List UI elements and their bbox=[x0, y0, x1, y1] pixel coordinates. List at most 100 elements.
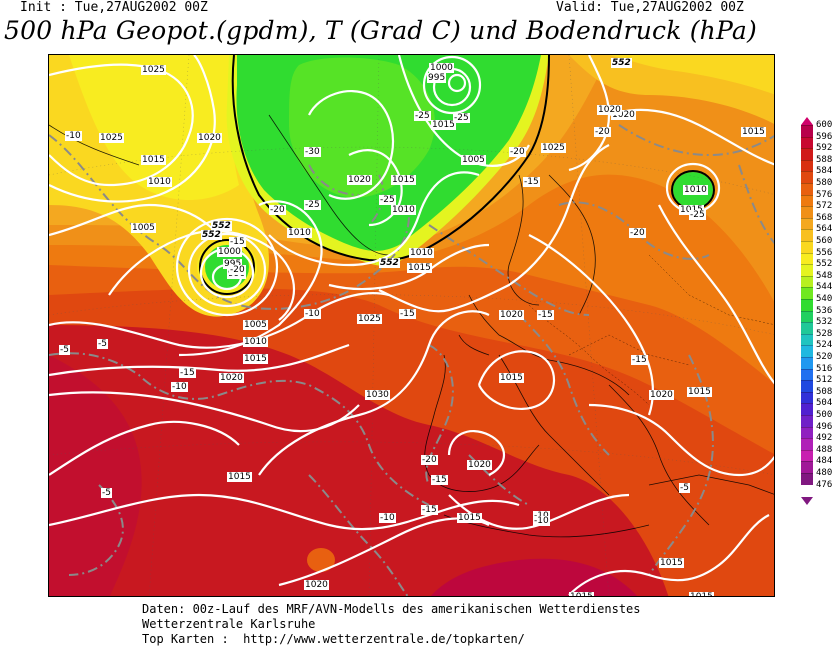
legend-swatch bbox=[801, 473, 813, 485]
legend-value: 484 bbox=[816, 456, 833, 467]
legend-swatch bbox=[801, 183, 813, 195]
legend-value: 476 bbox=[816, 479, 833, 490]
legend-value: 548 bbox=[816, 270, 833, 281]
legend-value: 596 bbox=[816, 131, 833, 142]
legend-swatch bbox=[801, 171, 813, 183]
temperature-label: -10 bbox=[65, 131, 82, 141]
temperature-label: -15 bbox=[421, 505, 438, 515]
pressure-label: 1015 bbox=[391, 175, 416, 185]
legend-value: 532 bbox=[816, 317, 833, 328]
legend-value: 584 bbox=[816, 166, 833, 177]
legend-swatch bbox=[801, 264, 813, 276]
map-label-layer: 1025102510201015101010051000995990101010… bbox=[49, 55, 774, 596]
geopotential-label: 552 bbox=[201, 230, 222, 240]
legend-swatch bbox=[801, 333, 813, 346]
pressure-label: 1010 bbox=[409, 248, 434, 258]
footer-line2: Wetterzentrale Karlsruhe bbox=[142, 617, 316, 631]
temperature-label: -15 bbox=[229, 237, 246, 247]
pressure-label: 1020 bbox=[197, 133, 222, 143]
legend-swatch bbox=[801, 322, 813, 334]
pressure-label: 1015 bbox=[141, 155, 166, 165]
legend-top-arrow bbox=[801, 117, 813, 125]
pressure-label: 1010 bbox=[287, 228, 312, 238]
legend-value: 544 bbox=[816, 282, 833, 293]
temperature-label: -25 bbox=[414, 111, 431, 121]
footer-text: Daten: 00z-Lauf des MRF/AVN-Modells des … bbox=[142, 602, 641, 647]
legend-value: 504 bbox=[816, 398, 833, 409]
pressure-label: 1020 bbox=[304, 580, 329, 590]
pressure-label: 1015 bbox=[431, 120, 456, 130]
temperature-label: -20 bbox=[229, 265, 246, 275]
pressure-label: 1015 bbox=[243, 354, 268, 364]
legend-value: 512 bbox=[816, 375, 833, 386]
pressure-label: 1010 bbox=[391, 205, 416, 215]
legend-swatch bbox=[801, 368, 813, 381]
pressure-label: 1015 bbox=[499, 373, 524, 383]
legend-value: 488 bbox=[816, 444, 833, 455]
temperature-label: -30 bbox=[304, 147, 321, 157]
pressure-label: 1010 bbox=[243, 337, 268, 347]
temperature-label: -5 bbox=[59, 345, 70, 355]
legend-swatch bbox=[801, 217, 813, 230]
temperature-label: -25 bbox=[379, 195, 396, 205]
temperature-label: -15 bbox=[431, 475, 448, 485]
map-title: 500 hPa Geopot.(gpdm), T (Grad C) und Bo… bbox=[4, 16, 757, 45]
pressure-label: 1030 bbox=[365, 390, 390, 400]
legend-swatch bbox=[801, 159, 813, 172]
pressure-label: 1015 bbox=[227, 472, 252, 482]
weather-map: 1025102510201015101010051000995990101010… bbox=[48, 54, 775, 597]
legend-swatch bbox=[801, 357, 813, 369]
legend-value: 524 bbox=[816, 340, 833, 351]
legend-swatch bbox=[801, 449, 813, 462]
legend-swatch bbox=[801, 287, 813, 299]
legend-value: 496 bbox=[816, 421, 833, 432]
legend-value: 588 bbox=[816, 154, 833, 165]
pressure-label: 1010 bbox=[147, 177, 172, 187]
legend-swatch bbox=[801, 380, 813, 392]
temperature-label: -10 bbox=[171, 382, 188, 392]
legend-value: 520 bbox=[816, 352, 833, 362]
legend-swatch bbox=[801, 461, 813, 473]
pressure-label: 995 bbox=[223, 259, 243, 269]
legend-value: 528 bbox=[816, 328, 833, 339]
legend-value: 556 bbox=[816, 247, 833, 258]
legend-swatch bbox=[801, 229, 813, 241]
temperature-label: -25 bbox=[689, 210, 706, 220]
temperature-label: -5 bbox=[97, 339, 108, 349]
legend-swatch bbox=[801, 345, 813, 357]
temperature-label: -5 bbox=[101, 488, 112, 498]
legend-swatch bbox=[801, 148, 813, 160]
legend-swatch bbox=[801, 438, 813, 450]
legend-swatch bbox=[801, 310, 813, 323]
pressure-label: 1005 bbox=[131, 223, 156, 233]
pressure-label: 1020 bbox=[347, 175, 372, 185]
legend-swatch bbox=[801, 241, 813, 253]
legend-value: 560 bbox=[816, 236, 833, 246]
legend-value: 568 bbox=[816, 212, 833, 223]
legend-value: 500 bbox=[816, 410, 833, 420]
legend-value: 508 bbox=[816, 386, 833, 397]
legend-swatch bbox=[801, 252, 813, 265]
temperature-label: -5 bbox=[679, 483, 690, 493]
temperature-label: -15 bbox=[537, 310, 554, 320]
legend-swatch bbox=[801, 391, 813, 404]
pressure-label: 1015 bbox=[687, 387, 712, 397]
legend-swatch bbox=[801, 415, 813, 427]
temperature-label: -20 bbox=[269, 205, 286, 215]
temperature-label: -25 bbox=[453, 113, 470, 123]
legend-value: 480 bbox=[816, 468, 833, 478]
temperature-label: -15 bbox=[631, 355, 648, 365]
pressure-label: 1015 bbox=[407, 263, 432, 273]
pressure-label: 1000 bbox=[217, 247, 242, 257]
legend-swatch bbox=[801, 426, 813, 439]
legend-value: 552 bbox=[816, 259, 833, 270]
pressure-label: 995 bbox=[427, 73, 447, 83]
footer-line1: Daten: 00z-Lauf des MRF/AVN-Modells des … bbox=[142, 602, 641, 616]
legend-value: 564 bbox=[816, 224, 833, 235]
temperature-label: -20 bbox=[629, 228, 646, 238]
pressure-label: 1020 bbox=[467, 460, 492, 470]
temperature-label: -10 bbox=[379, 513, 396, 523]
legend-value: 516 bbox=[816, 363, 833, 374]
pressure-label: 1015 bbox=[457, 513, 482, 523]
pressure-label: 1025 bbox=[99, 133, 124, 143]
